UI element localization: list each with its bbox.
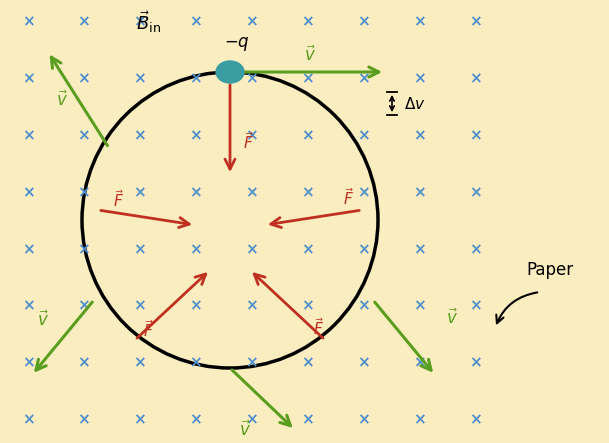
Text: ×: × (133, 185, 146, 200)
Text: ×: × (189, 71, 202, 86)
Text: ×: × (189, 412, 202, 427)
Text: ×: × (22, 242, 34, 257)
Text: ×: × (189, 128, 202, 143)
Text: ×: × (301, 15, 314, 30)
Text: ×: × (413, 356, 426, 371)
Text: ×: × (468, 15, 481, 30)
Text: ×: × (413, 71, 426, 86)
Text: ×: × (301, 185, 314, 200)
Text: ×: × (301, 71, 314, 86)
Text: ×: × (22, 185, 34, 200)
Text: ×: × (77, 356, 90, 371)
Text: $\vec{v}$: $\vec{v}$ (446, 308, 458, 328)
Text: ×: × (413, 15, 426, 30)
Text: ×: × (357, 242, 370, 257)
Text: ×: × (357, 356, 370, 371)
Text: ×: × (245, 412, 258, 427)
Text: ×: × (357, 299, 370, 314)
Text: ×: × (301, 412, 314, 427)
Text: ×: × (133, 299, 146, 314)
Text: ×: × (22, 356, 34, 371)
Text: ×: × (357, 15, 370, 30)
Text: ×: × (357, 71, 370, 86)
Text: ×: × (77, 128, 90, 143)
Text: ×: × (22, 15, 34, 30)
Text: ×: × (133, 412, 146, 427)
Text: $\vec{v}$: $\vec{v}$ (239, 420, 251, 440)
Text: $\Delta v$: $\Delta v$ (404, 96, 426, 112)
Text: $\vec{v}$: $\vec{v}$ (304, 45, 316, 65)
Text: ×: × (133, 71, 146, 86)
Text: ×: × (468, 299, 481, 314)
Text: $\vec{v}$: $\vec{v}$ (56, 90, 68, 110)
Text: ×: × (245, 15, 258, 30)
Text: ×: × (189, 356, 202, 371)
Text: ×: × (245, 242, 258, 257)
Text: ×: × (468, 412, 481, 427)
Text: ×: × (413, 128, 426, 143)
Text: ×: × (77, 242, 90, 257)
Text: ×: × (301, 128, 314, 143)
Text: $\vec{F}$: $\vec{F}$ (342, 187, 353, 209)
Text: $\vec{F}$: $\vec{F}$ (113, 190, 124, 210)
Text: $\vec{F}$: $\vec{F}$ (312, 318, 323, 338)
Text: ×: × (245, 185, 258, 200)
Text: ×: × (189, 299, 202, 314)
Text: ×: × (468, 242, 481, 257)
Text: ×: × (301, 242, 314, 257)
Text: ×: × (468, 356, 481, 371)
Text: $\vec{F}$: $\vec{F}$ (242, 132, 253, 152)
Text: ×: × (357, 185, 370, 200)
Text: ×: × (189, 185, 202, 200)
Text: ×: × (357, 412, 370, 427)
Text: ×: × (22, 412, 34, 427)
Text: ×: × (413, 299, 426, 314)
Text: ×: × (77, 15, 90, 30)
Text: ×: × (22, 128, 34, 143)
Text: ×: × (133, 15, 146, 30)
Text: ×: × (189, 242, 202, 257)
Text: Paper: Paper (526, 261, 574, 279)
Text: ×: × (413, 242, 426, 257)
Text: ×: × (413, 185, 426, 200)
Text: ×: × (189, 15, 202, 30)
Text: ×: × (357, 128, 370, 143)
Text: ×: × (245, 71, 258, 86)
Text: ×: × (245, 299, 258, 314)
Text: ×: × (468, 71, 481, 86)
Text: ×: × (133, 128, 146, 143)
Text: $\vec{B}_{\mathrm{in}}$: $\vec{B}_{\mathrm{in}}$ (136, 9, 161, 35)
Text: ×: × (22, 71, 34, 86)
Text: ×: × (133, 356, 146, 371)
Text: ×: × (245, 128, 258, 143)
Text: ×: × (77, 412, 90, 427)
Text: $\vec{v}$: $\vec{v}$ (37, 310, 49, 330)
Text: ×: × (77, 299, 90, 314)
Text: ×: × (77, 71, 90, 86)
Text: ×: × (77, 185, 90, 200)
Text: $-q$: $-q$ (224, 35, 250, 53)
Text: ×: × (301, 356, 314, 371)
Text: $\vec{F}$: $\vec{F}$ (143, 319, 153, 341)
Text: ×: × (22, 299, 34, 314)
Text: ×: × (413, 412, 426, 427)
Text: ×: × (468, 128, 481, 143)
Text: ×: × (301, 299, 314, 314)
Text: ×: × (133, 242, 146, 257)
Text: ×: × (468, 185, 481, 200)
Ellipse shape (216, 61, 244, 83)
Text: ×: × (245, 356, 258, 371)
